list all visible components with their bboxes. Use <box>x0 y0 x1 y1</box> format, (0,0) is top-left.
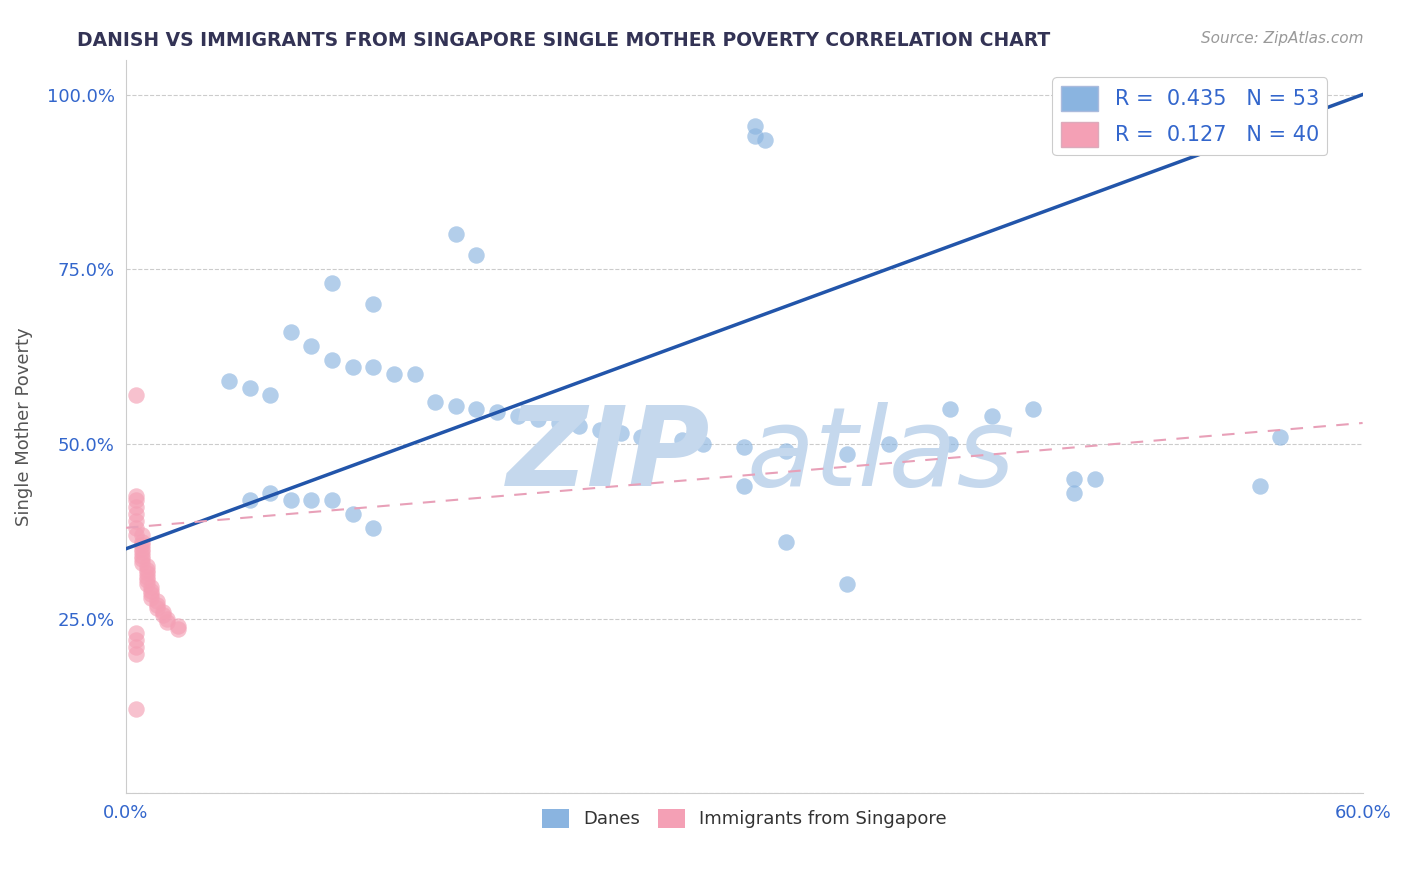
Point <box>166 622 188 636</box>
Point <box>1022 402 1045 417</box>
Point <box>139 580 162 594</box>
Point <box>671 434 693 448</box>
Point <box>444 227 467 242</box>
Point <box>342 360 364 375</box>
Text: DANISH VS IMMIGRANTS FROM SINGAPORE SINGLE MOTHER POVERTY CORRELATION CHART: DANISH VS IMMIGRANTS FROM SINGAPORE SING… <box>77 31 1050 50</box>
Point <box>837 447 859 461</box>
Point <box>125 640 148 654</box>
Point <box>131 552 153 566</box>
Point <box>280 325 302 339</box>
Text: Source: ZipAtlas.com: Source: ZipAtlas.com <box>1201 31 1364 46</box>
Point <box>131 541 153 556</box>
Point <box>754 133 776 147</box>
Point <box>692 437 714 451</box>
Point <box>1249 479 1271 493</box>
Point <box>527 412 550 426</box>
Point <box>135 566 157 581</box>
Point <box>775 444 797 458</box>
Point <box>404 367 426 381</box>
Point <box>135 559 157 574</box>
Point <box>156 612 179 626</box>
Point <box>135 576 157 591</box>
Point <box>877 437 900 451</box>
Point <box>125 514 148 528</box>
Point <box>139 591 162 605</box>
Point <box>125 528 148 542</box>
Point <box>939 402 962 417</box>
Point <box>609 426 631 441</box>
Y-axis label: Single Mother Poverty: Single Mother Poverty <box>15 327 32 525</box>
Point <box>125 492 148 507</box>
Point <box>131 538 153 552</box>
Point <box>125 521 148 535</box>
Point <box>125 388 148 402</box>
Point <box>301 492 323 507</box>
Point <box>733 441 755 455</box>
Point <box>280 492 302 507</box>
Point <box>744 119 766 133</box>
Point <box>301 339 323 353</box>
Point <box>152 605 174 619</box>
Point <box>837 576 859 591</box>
Point <box>125 647 148 661</box>
Point <box>744 129 766 144</box>
Point <box>135 563 157 577</box>
Point <box>239 492 262 507</box>
Point <box>131 534 153 549</box>
Point <box>146 598 169 612</box>
Point <box>131 545 153 559</box>
Point <box>166 618 188 632</box>
Point <box>125 500 148 514</box>
Point <box>146 594 169 608</box>
Point <box>321 353 343 368</box>
Point <box>444 399 467 413</box>
Point <box>135 573 157 587</box>
Point <box>342 507 364 521</box>
Point <box>125 507 148 521</box>
Point <box>363 521 385 535</box>
Point <box>1063 472 1085 486</box>
Point <box>139 587 162 601</box>
Point <box>980 409 1002 423</box>
Point <box>939 437 962 451</box>
Point <box>125 632 148 647</box>
Point <box>589 423 612 437</box>
Point <box>239 381 262 395</box>
Point <box>321 277 343 291</box>
Point <box>125 489 148 503</box>
Point <box>259 486 281 500</box>
Point <box>465 248 488 262</box>
Point <box>485 405 508 419</box>
Legend: Danes, Immigrants from Singapore: Danes, Immigrants from Singapore <box>534 801 955 836</box>
Point <box>568 419 591 434</box>
Point <box>423 395 446 409</box>
Point <box>775 534 797 549</box>
Point <box>131 549 153 563</box>
Point <box>547 416 569 430</box>
Text: ZIP: ZIP <box>506 402 710 509</box>
Point <box>465 402 488 417</box>
Point <box>135 570 157 584</box>
Point <box>131 556 153 570</box>
Point <box>259 388 281 402</box>
Point <box>1084 472 1107 486</box>
Point <box>363 297 385 311</box>
Point <box>382 367 405 381</box>
Point <box>363 360 385 375</box>
Point <box>146 601 169 615</box>
Point <box>125 702 148 716</box>
Point <box>152 608 174 623</box>
Point <box>506 409 529 423</box>
Point <box>733 479 755 493</box>
Point <box>131 528 153 542</box>
Point <box>1063 486 1085 500</box>
Point <box>630 430 652 444</box>
Point <box>218 374 240 388</box>
Point <box>321 492 343 507</box>
Text: atlas: atlas <box>747 402 1015 509</box>
Point <box>125 625 148 640</box>
Point <box>156 615 179 629</box>
Point <box>1270 430 1292 444</box>
Point <box>139 583 162 598</box>
